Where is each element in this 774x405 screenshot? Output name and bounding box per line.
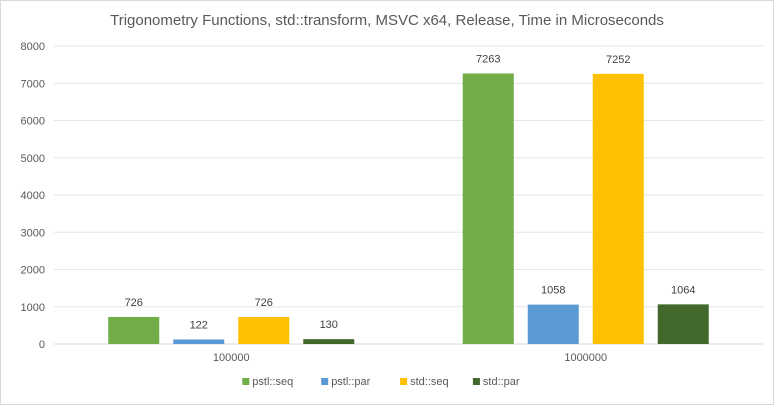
bar	[527, 304, 579, 344]
data-label: 122	[190, 319, 208, 331]
y-tick-label: 8000	[21, 41, 45, 53]
data-label: 7252	[606, 54, 630, 66]
bar	[303, 339, 355, 344]
data-label: 7263	[476, 53, 500, 65]
bar	[657, 304, 709, 344]
bar	[108, 316, 160, 344]
y-tick-label: 3000	[21, 227, 45, 239]
gridlines	[54, 45, 763, 345]
y-tick-label: 4000	[21, 190, 45, 202]
x-category-label: 1000000	[564, 352, 607, 364]
data-labels: 726 122 726 130 7263 1058 7252 1064	[125, 53, 696, 331]
x-axis-categories: 100000 1000000	[213, 352, 607, 364]
legend-swatch	[242, 378, 250, 385]
x-category-label: 100000	[213, 352, 250, 364]
y-tick-label: 6000	[21, 116, 45, 128]
y-tick-label: 1000	[21, 302, 45, 314]
data-label: 1058	[541, 285, 565, 297]
y-tick-label: 0	[39, 339, 45, 351]
bar	[238, 316, 290, 344]
data-label: 726	[125, 297, 143, 309]
data-label: 1064	[671, 284, 695, 296]
legend-label: std::par	[483, 376, 520, 388]
legend-swatch	[400, 378, 408, 385]
bar	[592, 73, 644, 344]
data-label: 726	[255, 297, 273, 309]
bars	[108, 73, 709, 344]
bar	[173, 339, 225, 344]
legend-label: pstl::par	[331, 376, 370, 388]
bar	[462, 73, 514, 344]
y-tick-label: 2000	[21, 265, 45, 277]
y-tick-label: 7000	[21, 78, 45, 90]
y-tick-label: 5000	[21, 153, 45, 165]
data-label: 130	[320, 319, 338, 331]
legend-swatch	[321, 378, 329, 385]
chart-title: Trigonometry Functions, std::transform, …	[110, 12, 664, 29]
legend-label: pstl::seq	[252, 376, 293, 388]
legend: pstl::seq pstl::par std::seq std::par	[242, 376, 520, 388]
y-axis-ticks: 0 1000 2000 3000 4000 5000 6000 7000 8000	[21, 41, 45, 351]
legend-swatch	[472, 378, 480, 385]
legend-label: std::seq	[410, 376, 449, 388]
